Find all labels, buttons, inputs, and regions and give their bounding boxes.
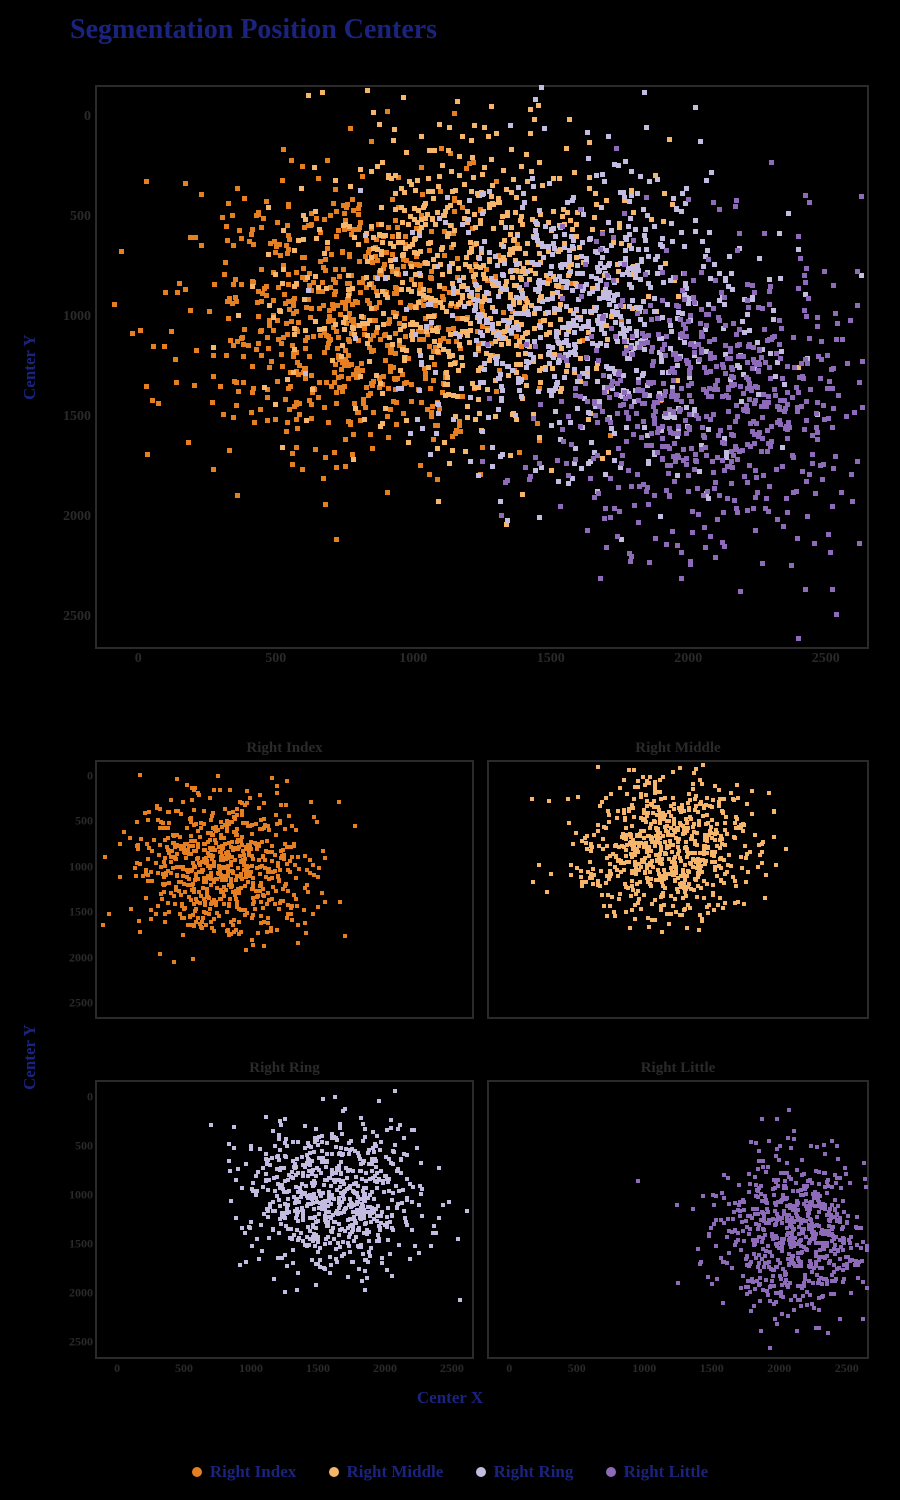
legend-label: Right Middle (347, 1462, 444, 1482)
x-tick-label: 1000 (632, 1361, 656, 1376)
subplot-right-ring: Right Ring 05001000150020002500050010001… (95, 1080, 474, 1359)
subplot-title: Right Middle (489, 740, 867, 757)
legend-item: Right Middle (329, 1462, 444, 1482)
x-tick-label: 1000 (399, 651, 427, 667)
legend-item: Right Ring (476, 1462, 574, 1482)
legend-label: Right Index (210, 1462, 296, 1482)
y-tick-label: 2000 (63, 509, 91, 525)
legend-dot-icon (329, 1467, 339, 1477)
y-tick-label: 2500 (69, 1335, 93, 1350)
legend-label: Right Ring (494, 1462, 574, 1482)
x-tick-label: 2500 (812, 651, 840, 667)
y-tick-label: 1000 (69, 859, 93, 874)
x-tick-label: 500 (175, 1361, 193, 1376)
y-tick-label: 1500 (63, 409, 91, 425)
legend-dot-icon (192, 1467, 202, 1477)
y-tick-label: 1500 (69, 905, 93, 920)
subplot-right-little: Right Little 05001000150020002500 (487, 1080, 869, 1359)
x-tick-label: 2000 (674, 651, 702, 667)
subplot-title: Right Little (489, 1060, 867, 1077)
y-tick-label: 2000 (69, 1286, 93, 1301)
main-scatter-chart: 0500100015002000250005001000150020002500 (95, 85, 869, 649)
y-tick-label: 500 (75, 1138, 93, 1153)
legend-dot-icon (476, 1467, 486, 1477)
y-tick-label: 2500 (69, 996, 93, 1011)
x-tick-label: 500 (265, 651, 286, 667)
legend-label: Right Little (624, 1462, 709, 1482)
x-tick-label: 2000 (767, 1361, 791, 1376)
subplot-right-middle: Right Middle (487, 760, 869, 1019)
chart-page: Segmentation Position Centers Center Y C… (0, 0, 900, 1500)
x-tick-label: 2500 (440, 1361, 464, 1376)
x-tick-label: 1500 (306, 1361, 330, 1376)
y-tick-label: 2500 (63, 609, 91, 625)
x-tick-label: 500 (568, 1361, 586, 1376)
subplot-title: Right Index (97, 740, 472, 757)
subplot-right-index: Right Index 05001000150020002500 (95, 760, 474, 1019)
x-tick-label: 0 (506, 1361, 512, 1376)
y-tick-label: 1000 (63, 309, 91, 325)
x-tick-label: 0 (135, 651, 142, 667)
legend: Right Index Right Middle Right Ring Righ… (0, 1462, 900, 1482)
y-tick-label: 0 (87, 768, 93, 783)
y-tick-label: 500 (70, 209, 91, 225)
y-tick-label: 2000 (69, 950, 93, 965)
y-tick-label: 0 (87, 1089, 93, 1104)
y-tick-label: 0 (84, 109, 91, 125)
page-title: Segmentation Position Centers (70, 14, 437, 46)
y-tick-label: 1500 (69, 1237, 93, 1252)
x-tick-label: 0 (114, 1361, 120, 1376)
x-tick-label: 2500 (835, 1361, 859, 1376)
grid-ylabel: Center Y (20, 1024, 40, 1090)
grid-xlabel: Center X (0, 1388, 900, 1408)
x-tick-label: 1500 (537, 651, 565, 667)
x-tick-label: 2000 (373, 1361, 397, 1376)
legend-dot-icon (606, 1467, 616, 1477)
x-tick-label: 1500 (700, 1361, 724, 1376)
main-ylabel: Center Y (20, 334, 40, 400)
legend-item: Right Little (606, 1462, 709, 1482)
x-tick-label: 1000 (239, 1361, 263, 1376)
legend-item: Right Index (192, 1462, 296, 1482)
y-tick-label: 500 (75, 814, 93, 829)
y-tick-label: 1000 (69, 1187, 93, 1202)
subplot-title: Right Ring (97, 1060, 472, 1077)
